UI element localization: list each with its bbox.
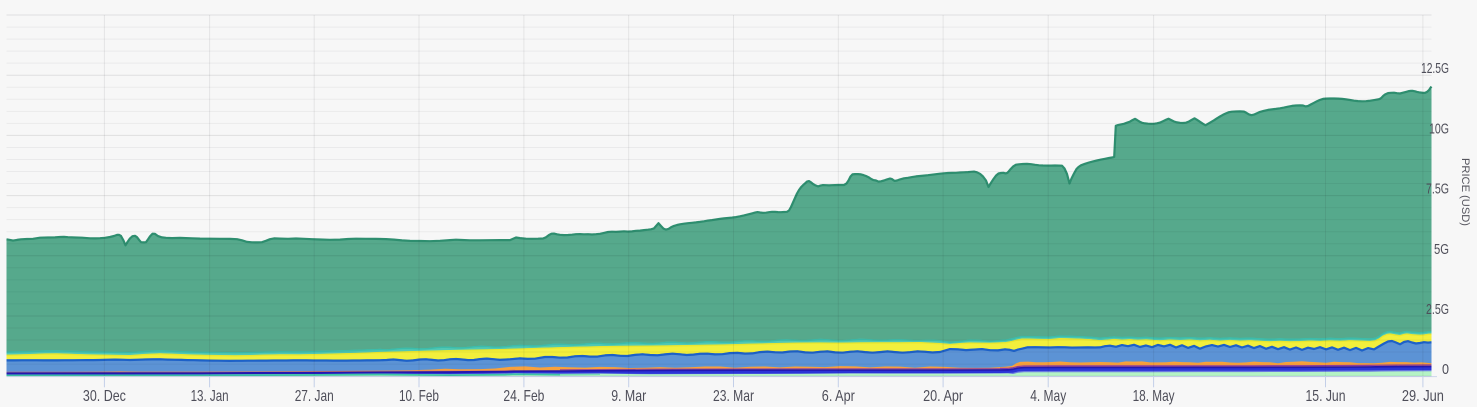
- svg-text:7.5G: 7.5G: [1426, 181, 1449, 198]
- svg-text:29. Jun: 29. Jun: [1402, 388, 1444, 405]
- svg-text:20. Apr: 20. Apr: [923, 388, 964, 405]
- svg-text:10G: 10G: [1429, 120, 1449, 137]
- svg-text:5G: 5G: [1434, 241, 1449, 258]
- svg-text:4. May: 4. May: [1030, 388, 1066, 405]
- svg-text:0: 0: [1442, 361, 1449, 378]
- svg-text:10. Feb: 10. Feb: [399, 388, 439, 405]
- svg-text:24. Feb: 24. Feb: [503, 388, 544, 405]
- svg-text:2.5G: 2.5G: [1426, 301, 1449, 318]
- svg-text:18. May: 18. May: [1133, 388, 1175, 405]
- svg-text:6. Apr: 6. Apr: [822, 388, 856, 405]
- svg-text:15. Jun: 15. Jun: [1306, 388, 1346, 405]
- svg-text:12.5G: 12.5G: [1421, 60, 1449, 77]
- svg-text:27. Jan: 27. Jan: [295, 388, 334, 405]
- svg-text:13. Jan: 13. Jan: [191, 388, 229, 405]
- svg-text:23. Mar: 23. Mar: [713, 388, 755, 405]
- svg-text:PRICE (USD): PRICE (USD): [1459, 158, 1471, 226]
- svg-text:30. Dec: 30. Dec: [83, 388, 126, 405]
- svg-text:9. Mar: 9. Mar: [611, 388, 647, 405]
